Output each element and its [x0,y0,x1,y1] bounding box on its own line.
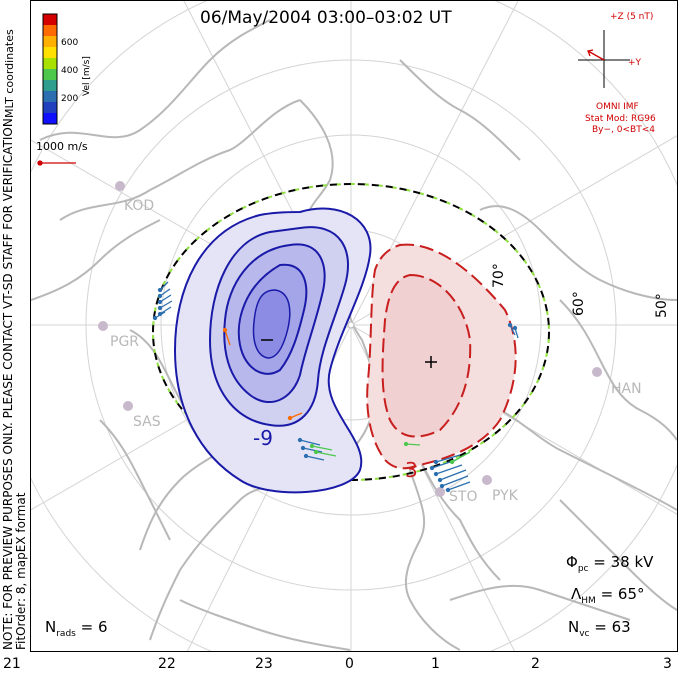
colorbar-segment [43,80,57,92]
colorbar-segment [43,102,57,114]
imf-y-axis-label: +Y [628,58,642,68]
mlt-label-21: 21 [3,656,21,672]
imf-condition-label: By−, 0<BT<4 [592,125,655,135]
map-title: 06/May/2004 03:00–03:02 UT [200,8,452,28]
mlt-label-22: 22 [158,656,176,672]
colorbar-segment [43,69,57,81]
vector-count: Nvc = 63 [568,618,631,639]
station-label-han: HAN [611,381,642,397]
mlt-label-2: 2 [531,656,540,672]
latitude-label-70: 70° [491,263,507,288]
pole-marker [347,321,355,329]
scale-vector-arrow [37,160,76,166]
cell-centre-markers [261,339,437,368]
colorbar-tick-600: 600 [61,38,79,48]
station-label-pyk: PYK [492,488,518,504]
positive-contour-label: 3 [405,458,418,482]
plot-frame [30,0,678,652]
scale-vector-label: 1000 m/s [36,140,88,153]
side-note: NOTE: FOR PREVIEW PURPOSES ONLY. PLEASE … [1,50,28,650]
station-markers [98,181,602,497]
mlt-label-3: 3 [663,656,672,672]
colorbar-segment [43,47,57,59]
coordinate-system-label: MLT coordinates [3,29,16,118]
imf-vector [587,49,605,61]
hm-boundary-latitude: ΛHM = 65° [571,585,645,606]
cross-polar-potential: Φpc = 38 kV [566,553,654,574]
negative-contour-label: -9 [253,426,273,450]
colorbar [42,13,58,125]
imf-source-label: OMNI IMF [596,102,639,112]
fit-order-note: FitOrder: 8, mapEX format [14,492,28,650]
mlt-label-1: 1 [431,656,440,672]
station-label-kod: KOD [124,198,155,214]
colorbar-tick-400: 400 [61,66,79,76]
colorbar-segment [43,25,57,37]
imf-model-label: Stat Mod: RG96 [585,114,656,124]
colorbar-tick-200: 200 [61,94,79,104]
latitude-label-50: 50° [654,293,670,318]
colorbar-segment [43,36,57,48]
station-label-pgr: PGR [110,334,140,350]
colorbar-border [42,13,58,125]
velocity-vectors [152,281,519,493]
colorbar-segment [43,113,57,125]
station-label-sas: SAS [133,414,161,430]
latitude-label-60: 60° [571,291,587,316]
imf-z-axis-label: +Z (5 nT) [610,12,654,22]
positive-convection-cell [366,243,517,470]
station-label-sto: STO [449,489,478,505]
colorbar-segment [43,14,57,26]
colorbar-segment [43,58,57,70]
mlt-label-23: 23 [255,656,273,672]
mlt-label-0: 0 [345,656,354,672]
radar-count: Nrads = 6 [45,618,108,639]
negative-convection-cell [173,207,372,494]
colorbar-label: Vel [m/s] [82,56,92,96]
colorbar-segment [43,91,57,103]
